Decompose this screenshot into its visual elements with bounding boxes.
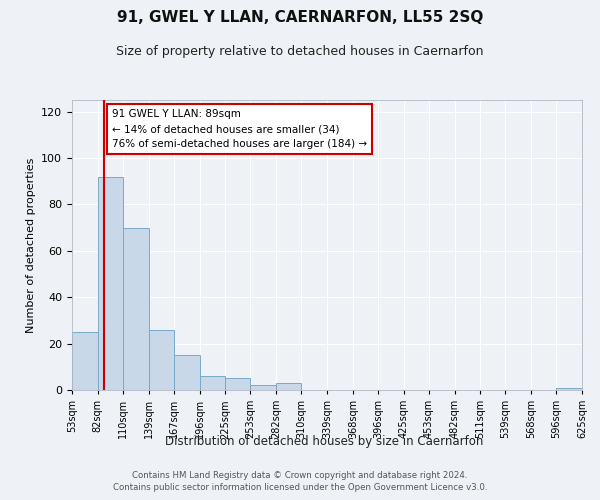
Bar <box>226 378 250 390</box>
Text: Size of property relative to detached houses in Caernarfon: Size of property relative to detached ho… <box>116 45 484 58</box>
Bar <box>123 228 149 390</box>
Text: 91 GWEL Y LLAN: 89sqm
← 14% of detached houses are smaller (34)
76% of semi-deta: 91 GWEL Y LLAN: 89sqm ← 14% of detached … <box>112 110 367 149</box>
Text: 91, GWEL Y LLAN, CAERNARFON, LL55 2SQ: 91, GWEL Y LLAN, CAERNARFON, LL55 2SQ <box>117 10 483 25</box>
Bar <box>250 386 276 390</box>
Text: Distribution of detached houses by size in Caernarfon: Distribution of detached houses by size … <box>165 435 483 448</box>
Bar <box>276 383 301 390</box>
Bar <box>199 376 226 390</box>
Text: Contains public sector information licensed under the Open Government Licence v3: Contains public sector information licen… <box>113 484 487 492</box>
Y-axis label: Number of detached properties: Number of detached properties <box>26 158 35 332</box>
Bar <box>149 330 173 390</box>
Bar <box>72 332 98 390</box>
Text: Contains HM Land Registry data © Crown copyright and database right 2024.: Contains HM Land Registry data © Crown c… <box>132 471 468 480</box>
Bar <box>173 355 199 390</box>
Bar <box>556 388 582 390</box>
Bar <box>98 176 123 390</box>
